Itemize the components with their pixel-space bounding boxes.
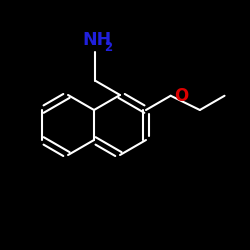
Text: 2: 2 — [104, 41, 113, 54]
Text: NH: NH — [82, 31, 111, 49]
Text: O: O — [174, 87, 188, 105]
